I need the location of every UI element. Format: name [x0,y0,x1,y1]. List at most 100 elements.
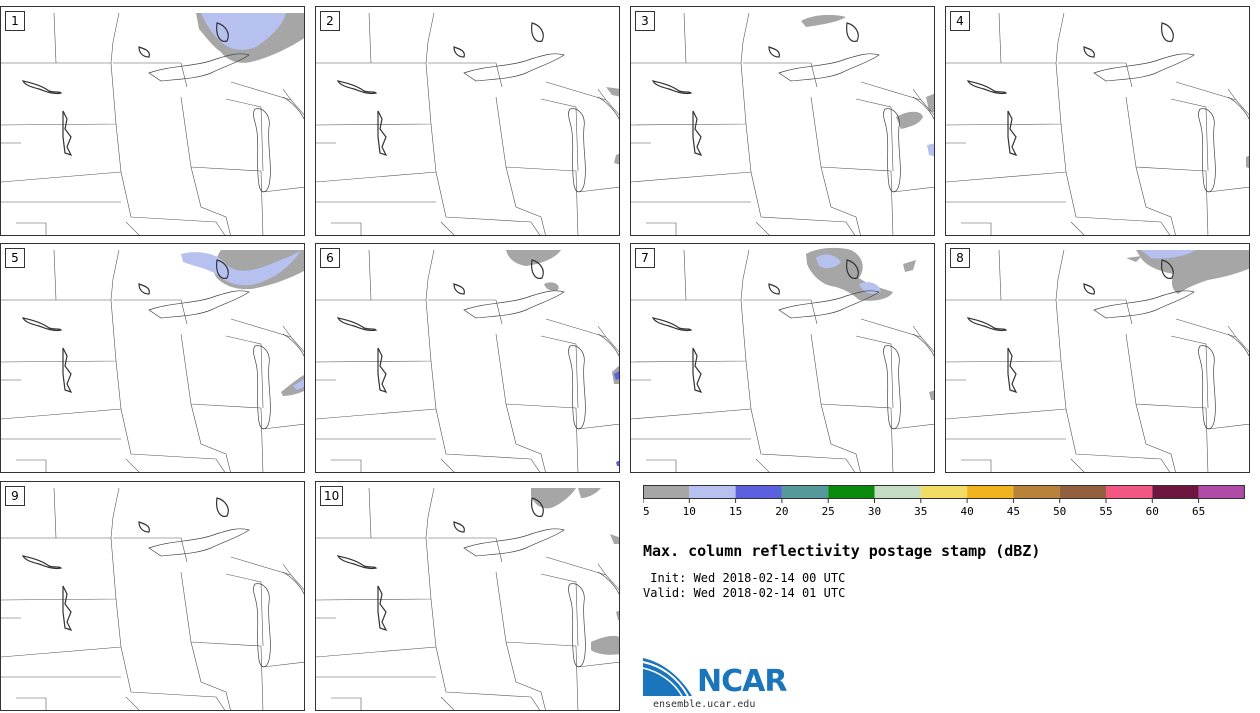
state-border [575,170,579,235]
state-border [125,458,140,472]
state-border [428,62,503,88]
state-border [1205,407,1209,472]
reflectivity-area [816,254,841,269]
reflectivity-area [926,93,934,113]
state-border [1170,335,1209,409]
colorbar-segment [643,485,690,499]
init-time: Init: Wed 2018-02-14 00 UTC [643,571,846,585]
basemap [1,487,304,710]
state-border [262,423,304,430]
state-border [368,249,372,301]
state-border [225,573,264,647]
lake-outline [282,333,304,357]
state-border [331,697,362,710]
state-border [282,563,292,576]
state-border [810,333,892,409]
reflectivity-area [610,534,619,544]
state-border [1,360,122,420]
state-border [1185,321,1249,353]
lake-outline [768,283,780,295]
basemap [316,487,619,710]
ensemble-member-map: 8 [945,243,1250,473]
state-border [495,571,577,647]
state-border [180,571,262,647]
lake-outline [912,96,934,120]
colorbar-segment [689,485,736,499]
lake-outline [453,283,465,295]
state-border [316,598,437,658]
reflectivity-area [903,260,916,272]
reflectivity-area [614,153,619,165]
state-border [1070,458,1085,472]
state-border [120,171,226,235]
state-border [961,222,992,235]
lake-outline [778,53,880,82]
state-border [316,360,437,420]
site-url[interactable]: ensemble.ucar.edu [653,699,756,710]
colorbar-segment [874,485,921,499]
state-border [225,98,264,172]
state-border [1,123,122,183]
state-border [316,62,432,126]
lake-outline [568,345,586,430]
state-border [440,458,455,472]
lake-outline [253,108,271,193]
state-border [912,325,922,338]
colorbar-tick-label: 30 [868,505,881,518]
lake-outline [1007,347,1018,394]
colorbar-tick-label: 45 [1007,505,1020,518]
state-border [890,170,894,235]
lake-outline [377,110,388,157]
reflectivity-colorbar: 5 10 15 20 25 30 35 40 45 50 55 60 65 [643,485,1245,518]
lake-outline [1227,333,1249,357]
state-border [870,321,934,353]
state-border [946,62,1062,126]
reflectivity-area [801,14,846,27]
colorbar-segment [920,485,968,499]
ensemble-member-map: 10 [315,481,620,711]
state-border [1058,299,1133,325]
basemap [316,249,619,472]
lake-outline [463,290,565,319]
state-border [260,645,264,710]
reflectivity-area [929,390,934,400]
state-border [316,123,437,183]
state-border [331,222,362,235]
lake-outline [531,259,544,279]
lake-outline [768,46,780,58]
state-border [190,641,231,710]
state-border [1058,62,1133,88]
state-border [260,170,264,235]
member-number-label: 4 [950,11,970,31]
state-border [16,697,47,710]
state-border [855,335,894,409]
lake-outline [62,110,73,157]
state-border [1,62,117,126]
state-border [1125,333,1207,409]
state-border [1065,171,1171,235]
lake-outline [216,497,229,517]
reflectivity-area [544,282,559,291]
reflectivity-area [614,371,619,380]
state-border [1170,98,1209,172]
lake-outline [336,555,378,570]
lake-outline [778,290,880,319]
colorbar-tick-label: 20 [775,505,788,518]
lake-outline [62,347,73,394]
state-border [53,249,57,301]
lake-outline [216,259,229,279]
state-border [435,408,541,472]
colorbar-tick-label: 35 [914,505,927,518]
state-border [860,81,872,86]
colorbar-segment [967,485,1014,499]
lake-outline [966,80,1008,95]
state-border [125,696,140,710]
state-border [597,563,607,576]
state-border [1125,96,1207,172]
lake-outline [1198,345,1216,430]
state-border [998,12,1002,64]
lake-outline [253,583,271,668]
state-border [282,325,292,338]
state-border [1207,423,1249,430]
state-border [428,299,503,325]
